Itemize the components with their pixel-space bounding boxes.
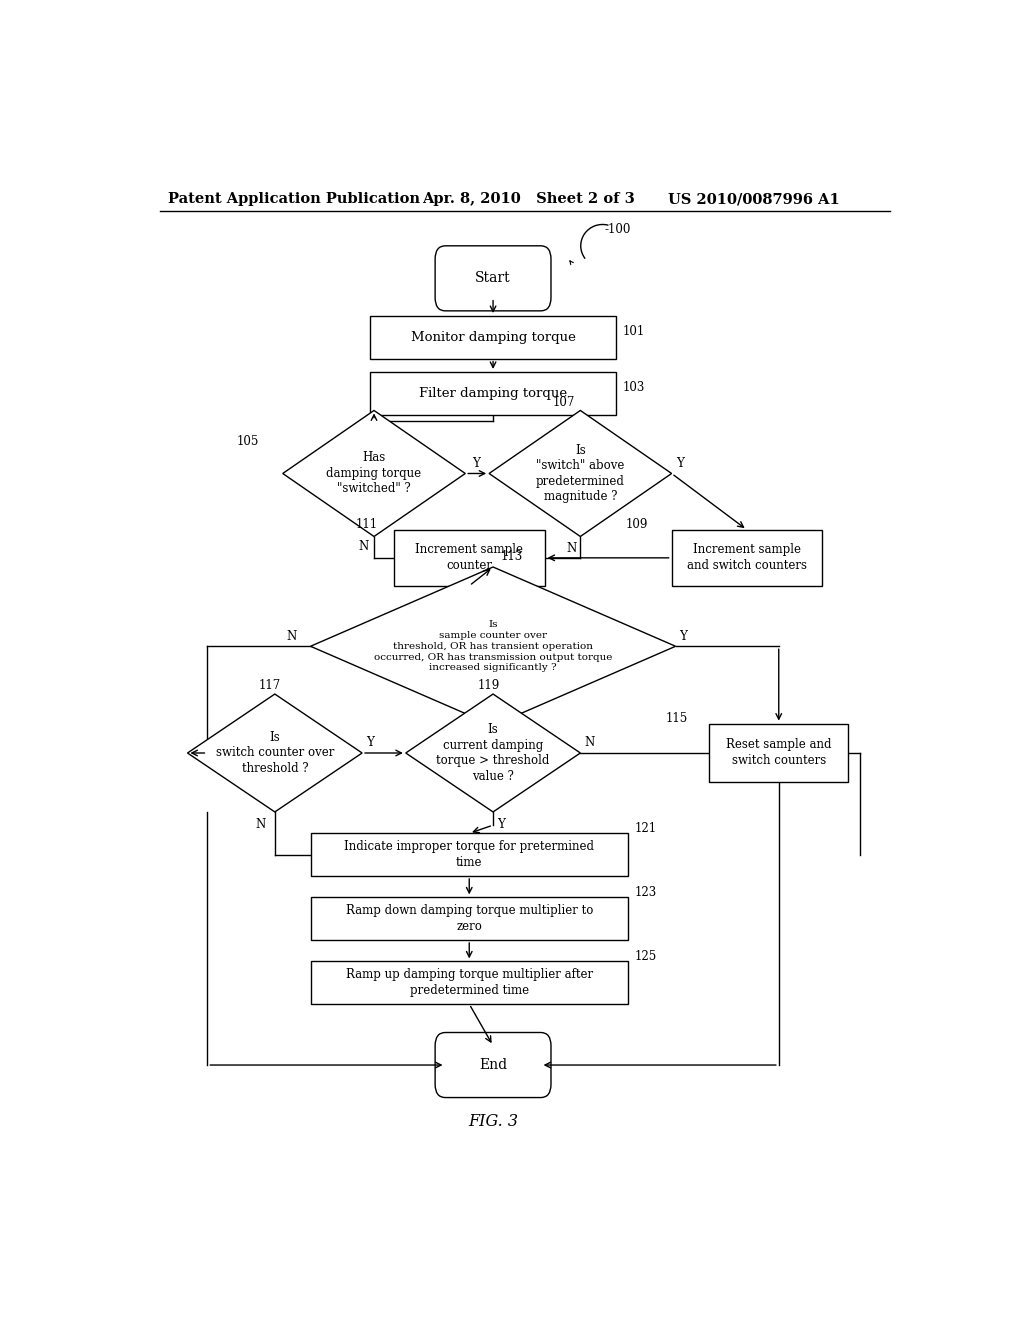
FancyBboxPatch shape <box>310 833 628 876</box>
Text: Indicate improper torque for pretermined
time: Indicate improper torque for pretermined… <box>344 840 594 869</box>
Text: 117: 117 <box>259 680 282 693</box>
FancyBboxPatch shape <box>435 1032 551 1097</box>
Polygon shape <box>187 694 362 812</box>
Text: Has
damping torque
"switched" ?: Has damping torque "switched" ? <box>327 451 422 495</box>
Text: N: N <box>566 543 577 556</box>
Text: Y: Y <box>680 630 687 643</box>
Text: Increment sample
counter: Increment sample counter <box>416 544 523 573</box>
Text: 107: 107 <box>553 396 574 409</box>
Text: Is
current damping
torque > threshold
value ?: Is current damping torque > threshold va… <box>436 723 550 783</box>
FancyBboxPatch shape <box>435 246 551 312</box>
FancyBboxPatch shape <box>310 898 628 940</box>
Text: Increment sample
and switch counters: Increment sample and switch counters <box>687 544 807 573</box>
Text: Is
"switch" above
predetermined
magnitude ?: Is "switch" above predetermined magnitud… <box>536 444 625 503</box>
Text: 109: 109 <box>626 519 648 532</box>
Text: -100: -100 <box>604 223 631 236</box>
Text: 105: 105 <box>237 436 259 449</box>
Text: N: N <box>585 737 595 750</box>
Text: Y: Y <box>497 817 505 830</box>
Text: Start: Start <box>475 272 511 285</box>
Text: Filter damping torque: Filter damping torque <box>419 387 567 400</box>
Text: 113: 113 <box>501 550 523 564</box>
Text: Ramp down damping torque multiplier to
zero: Ramp down damping torque multiplier to z… <box>345 904 593 933</box>
Text: N: N <box>358 540 369 553</box>
Text: Is
switch counter over
threshold ?: Is switch counter over threshold ? <box>216 731 334 775</box>
Text: 115: 115 <box>666 711 688 725</box>
Text: Y: Y <box>676 457 683 470</box>
FancyBboxPatch shape <box>710 723 848 783</box>
Text: 121: 121 <box>634 822 656 834</box>
Polygon shape <box>406 694 581 812</box>
FancyBboxPatch shape <box>370 372 616 414</box>
FancyBboxPatch shape <box>394 529 545 586</box>
Polygon shape <box>310 568 676 726</box>
Text: N: N <box>255 817 265 830</box>
FancyBboxPatch shape <box>370 315 616 359</box>
Text: Apr. 8, 2010   Sheet 2 of 3: Apr. 8, 2010 Sheet 2 of 3 <box>422 191 635 206</box>
Polygon shape <box>283 411 465 536</box>
Text: US 2010/0087996 A1: US 2010/0087996 A1 <box>668 191 840 206</box>
Polygon shape <box>489 411 672 536</box>
Text: Patent Application Publication: Patent Application Publication <box>168 191 420 206</box>
Text: FIG. 3: FIG. 3 <box>468 1114 518 1130</box>
Text: End: End <box>479 1059 507 1072</box>
Text: 103: 103 <box>623 380 645 393</box>
Text: 119: 119 <box>477 680 500 693</box>
Text: Is
sample counter over
threshold, OR has transient operation
occurred, OR has tr: Is sample counter over threshold, OR has… <box>374 620 612 672</box>
Text: Monitor damping torque: Monitor damping torque <box>411 331 575 343</box>
FancyBboxPatch shape <box>310 961 628 1005</box>
Text: 125: 125 <box>634 950 656 962</box>
Text: Y: Y <box>472 457 479 470</box>
Text: 123: 123 <box>634 886 656 899</box>
Text: Ramp up damping torque multiplier after
predetermined time: Ramp up damping torque multiplier after … <box>346 968 593 997</box>
FancyBboxPatch shape <box>672 529 822 586</box>
Text: Y: Y <box>367 737 374 750</box>
Text: 101: 101 <box>623 325 645 338</box>
Text: 111: 111 <box>355 519 378 532</box>
Text: N: N <box>287 630 297 643</box>
Text: Reset sample and
switch counters: Reset sample and switch counters <box>726 738 831 767</box>
